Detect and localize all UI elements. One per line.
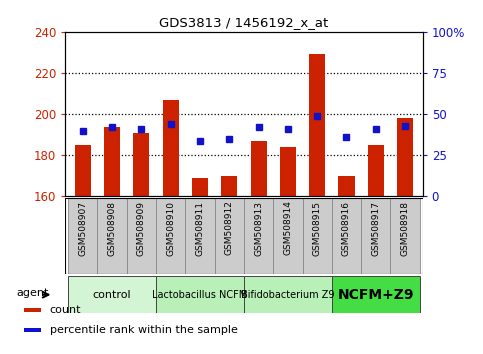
Bar — [397, 118, 413, 196]
Bar — [24, 308, 41, 312]
Bar — [368, 145, 384, 196]
Text: GSM508907: GSM508907 — [78, 200, 87, 256]
Bar — [156, 276, 244, 313]
Bar — [163, 100, 179, 196]
Text: NCFM+Z9: NCFM+Z9 — [338, 288, 414, 302]
Bar — [98, 198, 127, 274]
Text: count: count — [50, 305, 81, 315]
Bar — [309, 55, 325, 196]
Bar — [75, 145, 91, 196]
Title: GDS3813 / 1456192_x_at: GDS3813 / 1456192_x_at — [159, 16, 328, 29]
Bar — [251, 141, 267, 196]
Bar — [302, 198, 332, 274]
Bar — [68, 198, 98, 274]
Bar — [280, 147, 296, 196]
Bar — [214, 198, 244, 274]
Bar — [68, 276, 156, 313]
Bar — [127, 198, 156, 274]
Bar — [185, 198, 214, 274]
Bar — [361, 198, 390, 274]
Text: GSM508910: GSM508910 — [166, 200, 175, 256]
Bar — [390, 198, 420, 274]
Text: GSM508909: GSM508909 — [137, 200, 146, 256]
Bar — [339, 176, 355, 196]
Text: Bifidobacterium Z9: Bifidobacterium Z9 — [241, 290, 335, 300]
Text: GSM508917: GSM508917 — [371, 200, 380, 256]
Text: agent: agent — [16, 288, 49, 298]
Text: GSM508913: GSM508913 — [254, 200, 263, 256]
Text: Lactobacillus NCFM: Lactobacillus NCFM — [152, 290, 248, 300]
Bar — [332, 198, 361, 274]
Text: GSM508911: GSM508911 — [196, 200, 204, 256]
Bar — [244, 276, 332, 313]
Text: GSM508912: GSM508912 — [225, 200, 234, 255]
Text: percentile rank within the sample: percentile rank within the sample — [50, 325, 238, 335]
Bar — [192, 178, 208, 196]
Text: GSM508914: GSM508914 — [284, 200, 292, 255]
Text: GSM508916: GSM508916 — [342, 200, 351, 256]
Bar — [104, 126, 120, 196]
Text: control: control — [93, 290, 131, 300]
Bar — [332, 276, 420, 313]
Bar — [273, 198, 302, 274]
Text: GSM508915: GSM508915 — [313, 200, 322, 256]
Text: GSM508918: GSM508918 — [400, 200, 410, 256]
Text: GSM508908: GSM508908 — [108, 200, 116, 256]
Bar — [133, 133, 149, 196]
Bar — [156, 198, 185, 274]
Bar — [24, 328, 41, 332]
Bar — [221, 176, 237, 196]
Bar — [244, 198, 273, 274]
